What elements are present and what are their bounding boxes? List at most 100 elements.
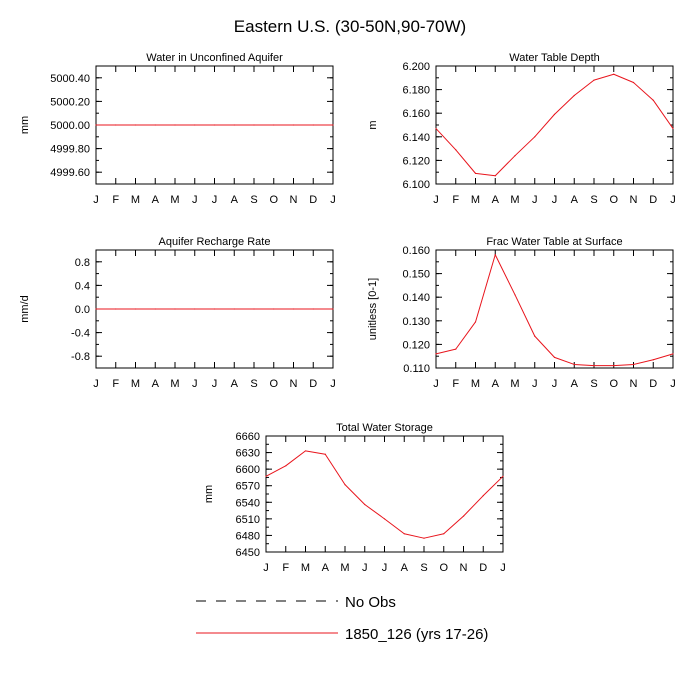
x-tick-label: J	[552, 378, 558, 390]
x-tick-label: J	[552, 194, 558, 206]
x-tick-label: J	[212, 194, 218, 206]
data-point	[652, 99, 654, 101]
x-tick-label: J	[93, 378, 99, 390]
data-point	[652, 359, 654, 361]
data-point	[573, 363, 575, 366]
x-tick-label: J	[330, 378, 336, 390]
x-tick-label: F	[452, 194, 459, 206]
data-point	[593, 79, 595, 81]
y-tick-label: 0.120	[402, 339, 430, 351]
data-point	[332, 124, 334, 126]
data-point	[502, 475, 504, 477]
x-tick-label: J	[382, 562, 388, 574]
panel-title: Water in Unconfined Aquifer	[146, 52, 283, 64]
legend-model-label: 1850_126 (yrs 17-26)	[345, 626, 488, 643]
data-point	[115, 308, 117, 310]
x-tick-label: N	[290, 194, 298, 206]
x-tick-label: A	[152, 378, 160, 390]
y-tick-label: 6.140	[402, 132, 430, 144]
y-tick-label: -0.8	[71, 351, 90, 363]
x-tick-label: S	[420, 562, 427, 574]
x-tick-label: M	[170, 194, 179, 206]
x-tick-label: J	[330, 194, 336, 206]
data-point	[455, 348, 457, 350]
x-tick-label: S	[250, 194, 257, 206]
y-tick-label: 6660	[236, 431, 260, 443]
x-tick-label: A	[492, 194, 500, 206]
data-point	[344, 484, 346, 486]
x-tick-label: N	[460, 562, 468, 574]
y-axis-label: mm	[203, 485, 215, 503]
data-point	[213, 308, 216, 310]
data-point	[632, 81, 635, 84]
x-tick-label: J	[192, 194, 198, 206]
data-point	[435, 353, 437, 355]
y-tick-label: 0.160	[402, 245, 430, 257]
data-point	[514, 294, 516, 296]
data-point	[95, 308, 97, 310]
y-tick-label: 6.160	[402, 108, 430, 120]
x-tick-label: J	[362, 562, 368, 574]
y-tick-label: 0.110	[403, 363, 430, 375]
data-point	[474, 172, 477, 174]
data-point	[265, 475, 267, 477]
y-tick-label: 5000.40	[50, 73, 90, 85]
data-point	[613, 365, 615, 367]
x-tick-label: J	[212, 378, 218, 390]
y-tick-label: 0.130	[402, 316, 430, 328]
x-tick-label: D	[649, 378, 657, 390]
x-tick-label: D	[309, 378, 317, 390]
x-tick-label: M	[131, 378, 140, 390]
x-tick-label: J	[192, 378, 198, 390]
data-point	[194, 308, 196, 310]
y-tick-label: 0.150	[402, 269, 430, 281]
data-point	[462, 515, 465, 517]
y-tick-label: 5000.20	[50, 96, 90, 108]
y-tick-label: 6540	[236, 497, 260, 509]
data-point	[474, 321, 477, 323]
x-tick-label: J	[433, 378, 439, 390]
panel-title: Frac Water Table at Surface	[486, 236, 622, 248]
data-point	[455, 149, 457, 151]
data-point	[154, 308, 156, 310]
x-tick-label: J	[670, 194, 676, 206]
x-tick-label: J	[93, 194, 99, 206]
data-point	[134, 308, 137, 310]
x-tick-label: O	[609, 378, 618, 390]
y-tick-label: -0.4	[71, 328, 90, 340]
x-tick-label: D	[479, 562, 487, 574]
data-point	[443, 533, 445, 535]
legend: No Obs 1850_126 (yrs 17-26)	[196, 594, 488, 643]
data-point	[273, 308, 275, 310]
data-point	[423, 537, 425, 539]
x-tick-label: A	[571, 378, 579, 390]
x-tick-label: J	[433, 194, 439, 206]
chart-panel: Frac Water Table at Surface unitless [0-1…	[367, 236, 676, 390]
x-tick-label: M	[301, 562, 310, 574]
data-point	[494, 254, 496, 256]
y-tick-label: 6450	[236, 547, 260, 559]
data-point	[304, 450, 307, 452]
y-tick-label: 5000.00	[50, 120, 90, 132]
data-point	[115, 124, 117, 126]
y-tick-label: 4999.80	[50, 144, 90, 156]
x-tick-label: O	[439, 562, 448, 574]
data-point	[174, 124, 176, 126]
data-point	[213, 124, 216, 126]
x-tick-label: N	[630, 194, 638, 206]
x-tick-label: J	[532, 378, 538, 390]
legend-obs-label: No Obs	[345, 594, 396, 611]
data-point	[494, 175, 496, 177]
data-point	[403, 533, 405, 535]
data-point	[672, 127, 674, 130]
x-tick-label: O	[269, 378, 278, 390]
x-tick-label: D	[309, 194, 317, 206]
x-tick-label: M	[471, 378, 480, 390]
x-tick-label: F	[452, 378, 459, 390]
panel-title: Water Table Depth	[509, 52, 600, 64]
data-point	[364, 503, 366, 506]
x-tick-label: S	[590, 378, 597, 390]
data-point	[292, 308, 295, 310]
data-point	[613, 73, 615, 75]
